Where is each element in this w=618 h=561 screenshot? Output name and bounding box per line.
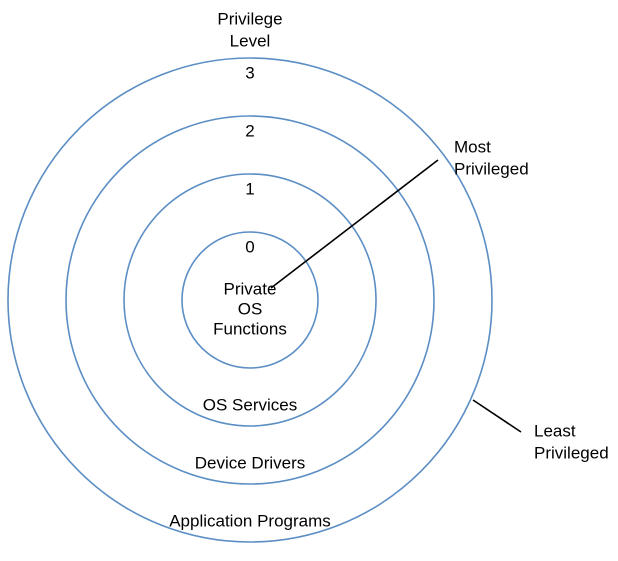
most-privileged-pointer-label-1: Privileged xyxy=(454,159,529,178)
level-number-3: 3 xyxy=(245,63,254,82)
level-number-2: 2 xyxy=(245,121,254,140)
title-line-0: Privilege xyxy=(217,9,282,28)
most-privileged-pointer-label-0: Most xyxy=(454,137,491,156)
level-number-1: 1 xyxy=(245,179,254,198)
title-line-1: Level xyxy=(230,31,271,50)
least-privileged-pointer xyxy=(473,400,521,432)
ring0-label-line-1: OS xyxy=(238,299,263,318)
ring-label-3: Application Programs xyxy=(169,511,331,530)
level-number-0: 0 xyxy=(245,237,254,256)
diagram-svg: Privilege Level 0 1 2 3 PrivateOSFunctions OS S… xyxy=(0,0,618,561)
least-privileged-pointer-label-1: Privileged xyxy=(534,443,609,462)
most-privileged-pointer xyxy=(271,160,438,288)
least-privileged-pointer-label-0: Least xyxy=(534,421,576,440)
ring0-label-line-0: Private xyxy=(224,279,277,298)
privilege-rings-diagram: Privilege Level 0 1 2 3 PrivateOSFunctions OS S… xyxy=(0,0,618,561)
ring-label-1: OS Services xyxy=(203,395,297,414)
ring-label-2: Device Drivers xyxy=(195,453,306,472)
ring0-label-line-2: Functions xyxy=(213,319,287,338)
